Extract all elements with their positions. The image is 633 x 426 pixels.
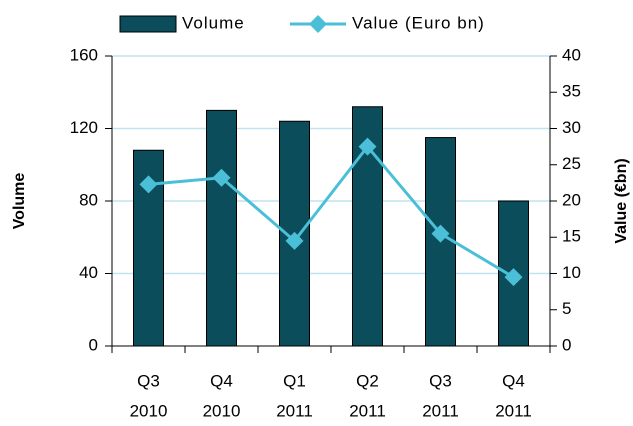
x-tick-label: 2011 bbox=[495, 401, 532, 420]
x-tick-label: Q3 bbox=[137, 371, 160, 390]
marker bbox=[212, 168, 231, 187]
y-tick-label: 120 bbox=[70, 118, 98, 137]
x-tick-label: Q3 bbox=[429, 371, 452, 390]
y2-tick-label: 15 bbox=[562, 227, 581, 246]
legend-label: Value (Euro bn) bbox=[352, 13, 485, 32]
y-axis-title: Volume bbox=[11, 173, 28, 230]
y2-tick-label: 20 bbox=[562, 190, 581, 209]
y2-tick-label: 0 bbox=[562, 335, 571, 354]
x-tick-label: Q4 bbox=[210, 371, 233, 390]
x-tick-label: 2010 bbox=[130, 401, 168, 420]
x-tick-label: Q2 bbox=[356, 371, 379, 390]
marker bbox=[358, 137, 377, 156]
legend-label: Volume bbox=[182, 13, 245, 32]
marker bbox=[431, 224, 450, 243]
y-tick-label: 40 bbox=[79, 263, 98, 282]
y2-tick-label: 30 bbox=[562, 118, 581, 137]
y2-tick-label: 10 bbox=[562, 263, 581, 282]
legend-swatch bbox=[119, 15, 177, 33]
x-tick-label: 2011 bbox=[276, 401, 313, 420]
legend-marker bbox=[309, 15, 327, 33]
x-tick-label: 2011 bbox=[349, 401, 386, 420]
line bbox=[148, 144, 515, 279]
y2-tick-label: 40 bbox=[562, 45, 581, 64]
y2-axis-title: Value (€bn) bbox=[613, 158, 630, 243]
bar bbox=[352, 106, 383, 347]
x-tick-label: Q4 bbox=[502, 371, 525, 390]
y-tick-label: 160 bbox=[70, 45, 98, 64]
marker bbox=[139, 175, 158, 194]
x-tick-label: 2010 bbox=[203, 401, 241, 420]
y-tick-label: 0 bbox=[89, 335, 98, 354]
y2-tick-label: 5 bbox=[562, 299, 571, 318]
y2-tick-label: 25 bbox=[562, 154, 581, 173]
x-tick-label: Q1 bbox=[283, 371, 306, 390]
y2-tick-label: 35 bbox=[562, 82, 581, 101]
x-tick-label: 2011 bbox=[422, 401, 459, 420]
bar bbox=[206, 109, 237, 347]
marker bbox=[285, 231, 304, 250]
marker bbox=[504, 268, 523, 287]
y-tick-label: 80 bbox=[79, 190, 98, 209]
